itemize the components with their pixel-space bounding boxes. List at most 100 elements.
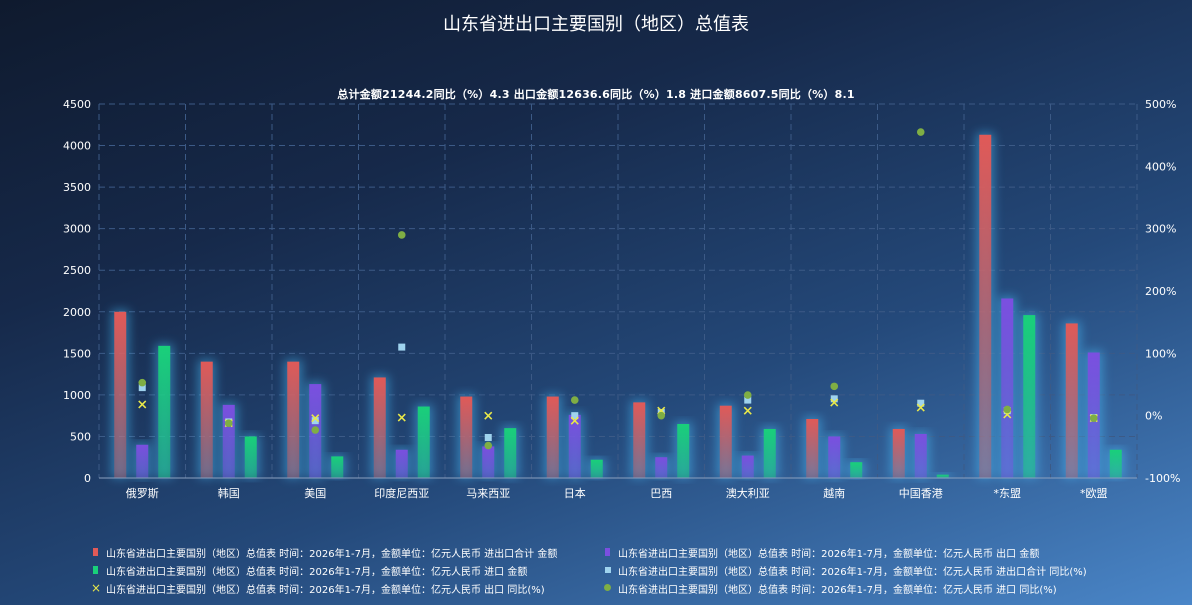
bar-export [568,414,581,478]
bar-export [395,449,408,478]
bar-import [936,474,949,478]
marker-import-yoy [138,378,147,387]
legend-label: 山东省进出口主要国别（地区）总值表 时间：2026年1-7月，金额单位：亿元人民… [618,566,1087,578]
marker-total-yoy [571,412,579,420]
y-right-tick-label: 300% [1145,223,1176,236]
x-tick-label: 韩国 [218,486,240,500]
bar-total [373,377,386,478]
marker-total-yoy [311,417,319,425]
y-right-tick-label: 400% [1145,160,1176,173]
bar-import [417,406,430,478]
legend-item[interactable]: 山东省进出口主要国别（地区）总值表 时间：2026年1-7月，金额单位：亿元人民… [602,562,1122,578]
legend-item[interactable]: 山东省进出口主要国别（地区）总值表 时间：2026年1-7月，金额单位：亿元人民… [602,580,1122,596]
marker-import-yoy [657,411,666,420]
marker-export-yoy [397,413,406,422]
marker-total-yoy [830,395,838,403]
legend-swatch-icon [90,564,102,576]
legend-item[interactable]: 山东省进出口主要国别（地区）总值表 时间：2026年1-7月，金额单位：亿元人民… [602,544,1122,560]
legend-swatch-icon [602,582,614,594]
bar-export [136,444,149,478]
marker-import-yoy [570,396,579,404]
marker-total-yoy [484,433,492,441]
x-tick-label: 越南 [823,486,845,500]
bar-total [287,361,300,478]
legend-swatch-icon [90,546,102,558]
chart-subtitle: 总计金额21244.2同比（%）4.3 出口金额12636.6同比（%）1.8 … [337,88,855,101]
chart-title: 山东省进出口主要国别（地区）总值表 [443,14,749,35]
y-left-tick-label: 1500 [63,347,91,360]
x-tick-label: 马来西亚 [466,487,510,500]
marker-export-yoy [484,411,493,420]
bar-total [1065,323,1078,478]
bar-import [158,345,171,478]
bar-export [222,404,235,478]
x-tick-label: 俄罗斯 [126,487,159,500]
legend-swatch-icon [602,564,614,576]
marker-export-yoy [916,403,925,412]
bar-import [504,428,517,478]
legend-item[interactable]: 山东省进出口主要国别（地区）总值表 时间：2026年1-7月，金额单位：亿元人民… [90,544,602,560]
legend-label: 山东省进出口主要国别（地区）总值表 时间：2026年1-7月，金额单位：亿元人民… [106,566,528,578]
bar-import [677,423,690,478]
y-left-tick-label: 2500 [63,264,91,277]
chart-legend: 山东省进出口主要国别（地区）总值表 时间：2026年1-7月，金额单位：亿元人民… [90,544,1140,596]
x-tick-label: 中国香港 [899,487,943,500]
legend-label: 山东省进出口主要国别（地区）总值表 时间：2026年1-7月，金额单位：亿元人民… [618,584,1057,596]
marker-export-yoy [138,400,147,409]
bar-export [655,457,668,478]
marker-import-yoy [224,419,233,427]
bar-import [1023,315,1036,478]
marker-export-yoy [570,416,579,425]
bar-export [828,436,841,478]
marker-import-yoy [1003,405,1012,414]
bar-total [633,402,646,478]
y-left-tick-label: 3000 [63,223,91,236]
bar-import [763,428,776,478]
bar-import [850,462,863,478]
y-right-tick-label: 200% [1145,285,1176,298]
y-left-tick-label: 4500 [63,98,91,111]
y-right-tick-label: 100% [1145,347,1176,360]
y-left-tick-label: 1000 [63,389,91,402]
marker-import-yoy [916,128,925,136]
y-right-tick-label: 0% [1145,410,1162,423]
y-right-tick-label: 500% [1145,98,1176,111]
bar-import [331,456,344,478]
marker-export-yoy [311,414,320,423]
bar-import [590,459,603,478]
x-tick-label: 澳大利亚 [726,486,770,500]
legend-label: 山东省进出口主要国别（地区）总值表 时间：2026年1-7月，金额单位：亿元人民… [618,548,1040,560]
marker-total-yoy [744,396,752,404]
marker-import-yoy [1089,414,1098,422]
bar-total [114,311,127,478]
x-tick-label: 印度尼西亚 [374,486,429,500]
bar-export [741,455,754,478]
bar-import [1109,449,1122,478]
bar-total [806,418,819,478]
marker-export-yoy [830,398,839,407]
x-tick-label: 日本 [564,486,586,500]
legend-label: 山东省进出口主要国别（地区）总值表 时间：2026年1-7月，金额单位：亿元人民… [106,548,558,560]
bar-import [244,436,257,478]
marker-total-yoy [917,399,925,407]
bar-export [914,433,927,478]
bar-export [482,446,495,478]
legend-item[interactable]: 山东省进出口主要国别（地区）总值表 时间：2026年1-7月，金额单位：亿元人民… [90,562,602,578]
marker-import-yoy [311,426,320,434]
marker-import-yoy [743,391,752,399]
x-tick-label: 美国 [304,487,326,500]
y-left-tick-label: 2000 [63,306,91,319]
bar-total [979,134,992,479]
marker-total-yoy [138,384,146,392]
marker-import-yoy [397,231,406,239]
x-tick-label: *东盟 [994,487,1022,500]
bar-total [546,396,559,478]
legend-swatch-icon [602,546,614,558]
y-left-tick-label: 3500 [63,181,91,194]
legend-label: 山东省进出口主要国别（地区）总值表 时间：2026年1-7月，金额单位：亿元人民… [106,584,545,596]
x-tick-label: *欧盟 [1080,487,1108,500]
bar-total [892,428,905,478]
x-tick-label: 巴西 [650,487,672,500]
legend-item[interactable]: × 山东省进出口主要国别（地区）总值表 时间：2026年1-7月，金额单位：亿元人… [90,580,602,596]
